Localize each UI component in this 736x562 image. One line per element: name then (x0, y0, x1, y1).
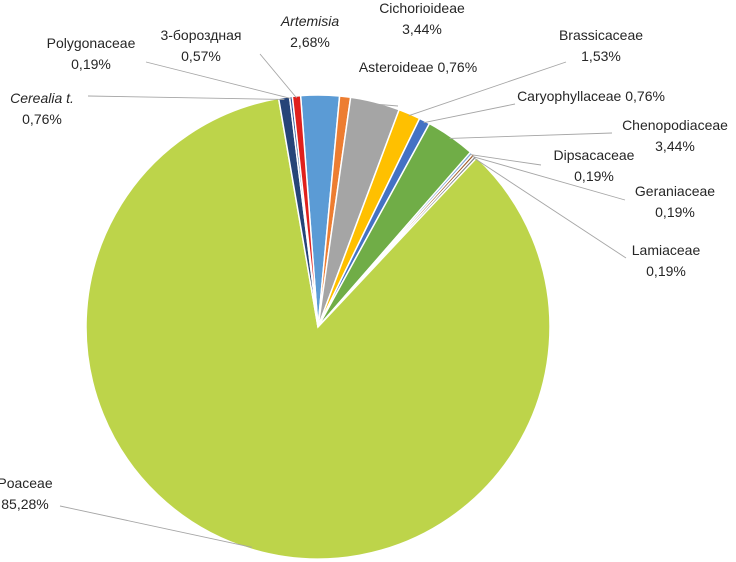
leader-line-geraniaceae (472, 155, 626, 201)
pie-slices (85, 94, 551, 560)
data-labels: Artemisia 2,68% Asteroideae 0,76% Cichorioi… (0, 0, 728, 512)
pie-slice-3-бороздная (291, 94, 319, 328)
data-label-poaceae: Poaceae 85,28% (0, 475, 53, 512)
leader-line-chenopodiaceae (449, 132, 613, 139)
data-label-cichorioideae: Cichorioideae 3,44% (379, 0, 465, 37)
leader-lines (59, 53, 627, 548)
data-label-brassicaceae: Brassicaceae 1,53% (559, 27, 643, 64)
leader-line-dipsacaceae (470, 154, 542, 166)
leader-line-brassicaceae (408, 61, 567, 117)
data-label-polygonaceae: Polygonaceae 0,19% (47, 35, 136, 72)
leader-line-poaceae (59, 505, 253, 548)
leader-line-3-бороздная (259, 53, 297, 99)
data-label-lamiaceae: Lamiaceae 0,19% (632, 242, 701, 279)
data-label-caryophyllaceae: Caryophyllaceae 0,76% (517, 88, 665, 104)
pie-slice-poaceae (85, 97, 551, 560)
data-label-cerealia-t: Cerealia t. 0,76% (10, 90, 74, 127)
leader-line-cichorioideae (374, 103, 399, 107)
data-label-chenopodiaceae: Chenopodiaceae 3,44% (622, 117, 728, 154)
data-label-3-бороздная: 3-бороздная 0,57% (160, 27, 241, 64)
data-label-dipsacaceae: Dipsacaceae 0,19% (554, 147, 635, 184)
data-label-geraniaceae: Geraniaceae 0,19% (635, 183, 715, 220)
leader-line-polygonaceae (145, 61, 292, 100)
data-label-artemisia: Artemisia 2,68% (280, 13, 340, 50)
data-label-asteroideae: Asteroideae 0,76% (359, 59, 477, 75)
leader-line-caryophyllaceae (423, 103, 516, 124)
leader-line-cerealia-t (87, 95, 285, 100)
leader-line-lamiaceae (474, 157, 627, 259)
